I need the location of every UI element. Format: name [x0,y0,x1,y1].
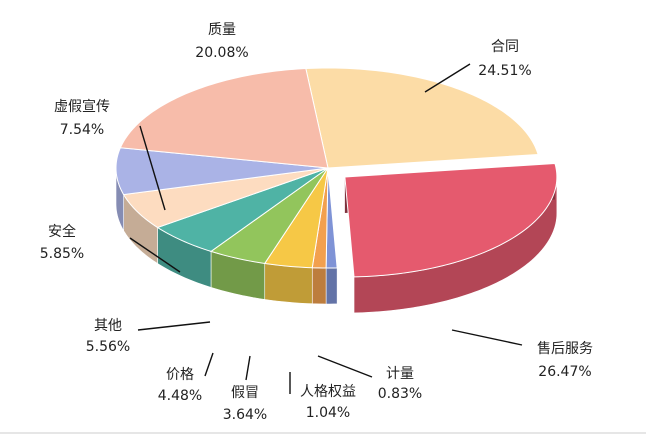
value-label: 4.48% [158,388,202,404]
slice-side [264,263,313,305]
pie-slice [122,167,329,229]
slice-label: 价格 [166,367,194,383]
pie-slice [263,167,329,269]
value-label: 7.54% [60,122,104,138]
value-label: 26.47% [538,364,591,380]
leader-line [245,355,251,381]
leader-line [129,237,181,273]
slice-label: 其他 [94,318,122,334]
pie-slice [209,167,329,264]
slice-side [311,267,327,305]
leader-line [137,321,211,331]
pie-slice [115,147,329,196]
slice-label: 质量 [208,22,236,38]
pie-slice [344,162,558,278]
value-label: 20.08% [195,45,248,61]
value-label: 1.04% [306,405,350,421]
value-label: 24.51% [478,63,531,79]
slice-label: 安全 [48,223,76,240]
slice-label: 售后服务 [537,341,593,357]
value-label: 5.56% [86,339,130,355]
slice-label: 人格权益 [300,384,356,400]
slice-label: 合同 [491,39,519,55]
slice-label: 虚假宣传 [54,99,110,115]
leader-line [424,63,471,93]
leader-line [317,355,373,378]
pie-slice [119,68,329,169]
leader-line [139,125,166,211]
slice-label: 假冒 [231,385,259,401]
slice-label: 计量 [386,366,414,382]
slice-side [325,267,338,305]
leader-line [451,329,523,346]
pie-slice [305,67,539,169]
value-label: 3.64% [223,407,267,423]
value-label: 5.85% [40,246,84,262]
value-label: 0.83% [378,386,422,402]
leader-line [204,352,214,377]
pie-slice [156,167,329,252]
